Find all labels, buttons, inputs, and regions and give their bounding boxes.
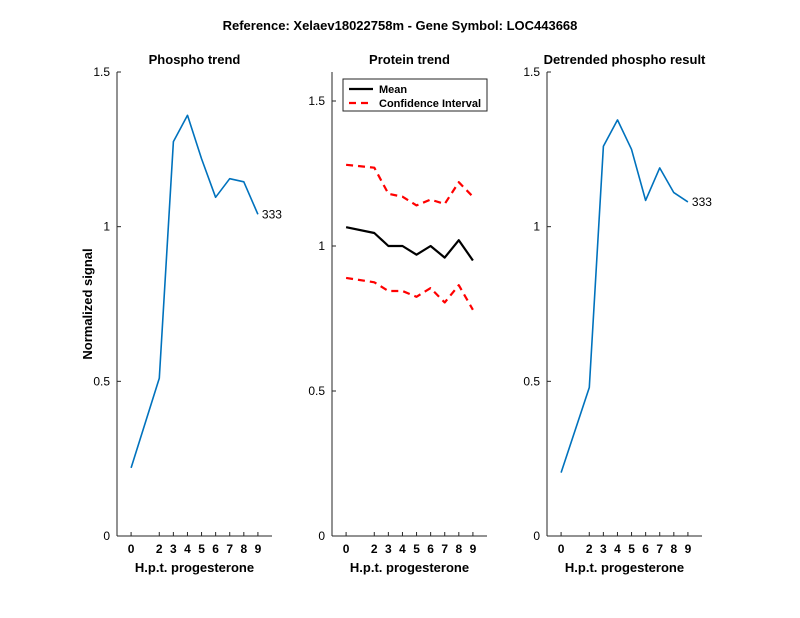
y-tick-label: 0.5 (93, 374, 110, 388)
x-tick-label: 6 (212, 542, 219, 556)
y-tick-label: 1 (318, 239, 325, 253)
x-tick-label: 7 (226, 542, 233, 556)
ci-upper-line (345, 163, 474, 207)
x-axis-label: H.p.t. progesterone (135, 560, 254, 575)
panel-title: Protein trend (369, 52, 450, 67)
y-tick-label: 0.5 (523, 374, 540, 388)
panel-title: Detrended phospho result (544, 52, 706, 67)
phospho-line (560, 119, 689, 473)
x-tick-label: 5 (628, 542, 635, 556)
x-tick-label: 9 (255, 542, 262, 556)
x-tick-label: 4 (399, 542, 406, 556)
panel-1: 0 0.5 1 1.5 0 2 3 4 5 6 7 8 9 Phospho trend H.p.t. pro… (80, 52, 282, 575)
panel-3: 0 0.5 1 1.5 0 2 3 4 5 6 7 8 9 Detrended phospho resul… (523, 52, 712, 575)
x-tick-label: 9 (685, 542, 692, 556)
x-tick-label: 0 (558, 542, 565, 556)
figure-title: Reference: Xelaev18022758m - Gene Symbol… (223, 18, 578, 33)
x-tick-label: 0 (343, 542, 350, 556)
y-tick-label: 0.5 (308, 384, 325, 398)
x-tick-label: 2 (586, 542, 593, 556)
series-end-label: 333 (692, 195, 712, 209)
y-tick-label: 1 (103, 220, 110, 234)
y-tick-label: 0 (533, 529, 540, 543)
x-tick-label: 5 (198, 542, 205, 556)
y-tick-label: 0 (318, 529, 325, 543)
y-tick-label: 1 (533, 220, 540, 234)
legend-box (342, 78, 488, 112)
y-tick-label: 1.5 (308, 94, 325, 108)
series-end-label: 333 (262, 207, 282, 221)
x-tick-label: 4 (184, 542, 191, 556)
panel-2: 0 0.5 1 1.5 0 2 3 4 5 6 7 8 9 Protein trend H.p.t. pro… (308, 52, 488, 575)
x-tick-label: 7 (656, 542, 663, 556)
legend-ci-label: Confidence Interval (379, 98, 481, 110)
x-tick-label: 7 (441, 542, 448, 556)
panel-title: Phospho trend (149, 52, 241, 67)
y-tick-label: 1.5 (93, 65, 110, 79)
x-tick-label: 5 (413, 542, 420, 556)
x-tick-label: 8 (455, 542, 462, 556)
x-tick-label: 9 (470, 542, 477, 556)
ci-lower-line (345, 276, 474, 311)
x-tick-label: 3 (385, 542, 392, 556)
phospho-line (130, 114, 259, 469)
x-tick-label: 3 (600, 542, 607, 556)
x-tick-label: 8 (240, 542, 247, 556)
x-tick-label: 6 (642, 542, 649, 556)
legend: Mean Confidence Interval (342, 78, 488, 112)
x-tick-label: 3 (170, 542, 177, 556)
y-axis-label: Normalized signal (80, 248, 95, 359)
x-tick-label: 2 (156, 542, 163, 556)
x-tick-label: 6 (427, 542, 434, 556)
x-tick-label: 0 (128, 542, 135, 556)
y-tick-label: 1.5 (523, 65, 540, 79)
x-tick-label: 8 (670, 542, 677, 556)
x-axis-label: H.p.t. progesterone (350, 560, 469, 575)
y-tick-label: 0 (103, 529, 110, 543)
mean-line (345, 226, 474, 262)
x-tick-label: 2 (371, 542, 378, 556)
legend-mean-label: Mean (379, 84, 407, 96)
x-axis-label: H.p.t. progesterone (565, 560, 684, 575)
x-tick-label: 4 (614, 542, 621, 556)
